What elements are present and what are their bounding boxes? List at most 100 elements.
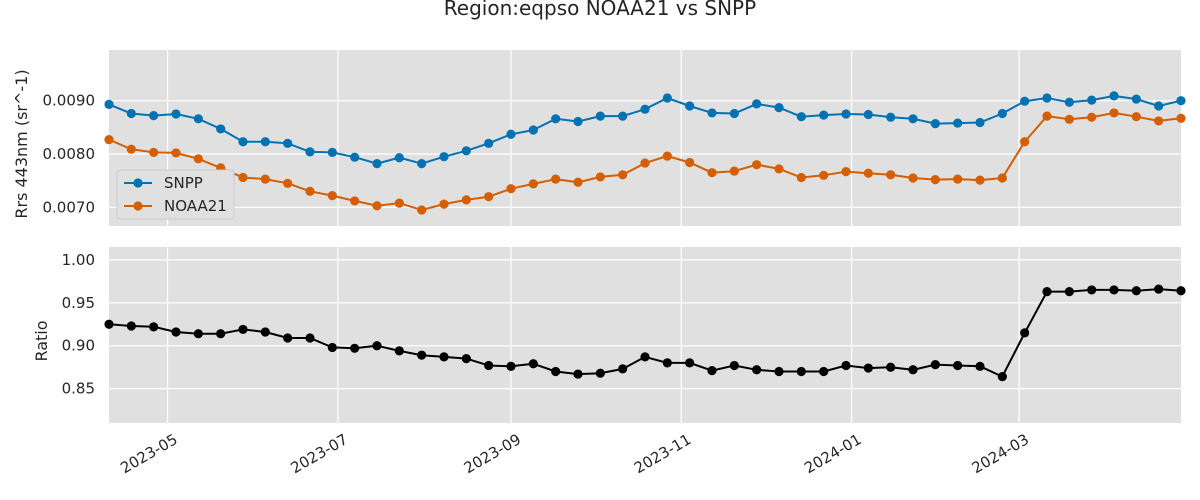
data-point-snpp	[707, 108, 717, 118]
data-point-snpp	[662, 93, 672, 103]
data-point-noaa21	[863, 168, 873, 178]
data-point-noaa21	[640, 158, 650, 168]
data-point-noaa21	[372, 201, 382, 211]
data-point-snpp	[1109, 91, 1119, 101]
data-point-snpp	[193, 114, 203, 124]
data-point-snpp	[1064, 97, 1074, 107]
data-point-ratio	[930, 360, 940, 370]
data-point-ratio	[863, 363, 873, 373]
data-point-snpp	[1042, 93, 1052, 103]
data-point-snpp	[573, 116, 583, 127]
top-y-axis-label: Rrs 443nm (sr^-1)	[12, 69, 31, 218]
data-point-noaa21	[126, 144, 136, 154]
data-point-noaa21	[819, 170, 829, 180]
data-point-snpp	[886, 112, 896, 122]
data-point-ratio	[1042, 287, 1052, 297]
data-point-ratio	[417, 350, 427, 360]
data-point-ratio	[1176, 286, 1186, 296]
data-point-ratio	[193, 329, 203, 339]
x-tick-label: 2023-07	[288, 430, 351, 477]
data-point-ratio	[975, 361, 985, 371]
data-point-noaa21	[930, 175, 940, 185]
data-point-ratio	[618, 364, 628, 374]
data-point-snpp	[283, 138, 293, 148]
data-point-snpp	[238, 137, 248, 147]
data-point-snpp	[461, 146, 471, 156]
data-point-noaa21	[104, 135, 114, 145]
data-point-noaa21	[1109, 108, 1119, 118]
top-y-tick-label: 0.0070	[43, 198, 96, 216]
data-point-noaa21	[528, 179, 538, 189]
data-point-noaa21	[774, 164, 784, 174]
data-point-snpp	[506, 129, 516, 139]
data-point-snpp	[149, 111, 159, 121]
data-point-ratio	[149, 322, 159, 332]
data-point-noaa21	[729, 166, 739, 176]
data-point-noaa21	[618, 170, 628, 180]
data-point-ratio	[595, 368, 605, 378]
legend: SNPP NOAA21	[116, 169, 235, 220]
data-point-snpp	[595, 111, 605, 121]
data-point-noaa21	[1154, 116, 1164, 126]
data-point-ratio	[350, 343, 360, 353]
data-point-ratio	[216, 329, 226, 339]
data-point-ratio	[484, 360, 494, 371]
data-point-ratio	[171, 327, 181, 337]
data-point-ratio	[260, 327, 270, 337]
data-point-ratio	[774, 366, 784, 377]
top-y-tick-label: 0.0080	[43, 145, 96, 163]
data-point-ratio	[551, 366, 561, 377]
data-point-ratio	[283, 333, 293, 343]
data-point-snpp	[752, 99, 762, 109]
data-point-noaa21	[350, 196, 360, 206]
data-point-ratio	[327, 342, 337, 353]
data-point-noaa21	[975, 175, 985, 185]
data-point-snpp	[528, 125, 538, 135]
data-point-noaa21	[1064, 114, 1074, 124]
legend-marker-noaa21	[133, 201, 143, 211]
data-point-ratio	[819, 366, 829, 377]
data-point-ratio	[506, 361, 516, 371]
data-point-ratio	[752, 365, 762, 375]
data-point-ratio	[238, 324, 248, 335]
data-point-snpp	[439, 152, 449, 162]
data-point-ratio	[1020, 328, 1030, 338]
data-point-ratio	[886, 362, 896, 372]
data-point-noaa21	[417, 205, 427, 215]
data-point-ratio	[528, 359, 538, 369]
data-point-snpp	[484, 138, 494, 148]
data-point-ratio	[104, 319, 114, 329]
data-point-snpp	[997, 108, 1007, 119]
data-point-noaa21	[662, 151, 672, 161]
data-point-snpp	[1176, 96, 1186, 106]
data-point-ratio	[640, 352, 650, 362]
data-point-ratio	[662, 358, 672, 368]
data-point-ratio	[126, 321, 136, 331]
data-point-ratio	[908, 365, 918, 375]
top-plot-area	[109, 50, 1181, 226]
data-point-snpp	[953, 118, 963, 128]
legend-label-snpp: SNPP	[164, 174, 203, 192]
data-point-noaa21	[573, 177, 583, 187]
data-point-noaa21	[1176, 113, 1186, 123]
bottom-y-tick-label: 0.95	[62, 294, 95, 312]
data-point-snpp	[908, 114, 918, 124]
data-point-noaa21	[193, 154, 203, 164]
x-tick-label: 2023-11	[631, 430, 694, 477]
bottom-y-tick-label: 1.00	[62, 251, 95, 269]
x-tick-label: 2024-03	[969, 430, 1032, 477]
data-point-snpp	[551, 114, 561, 124]
top-panel: 0.0070 0.0080 0.0090 Rrs 443nm (sr^-1) SNPP N…	[12, 50, 1186, 226]
data-point-noaa21	[305, 186, 315, 196]
data-point-ratio	[1087, 285, 1097, 295]
data-point-ratio	[1131, 286, 1141, 296]
data-point-ratio	[394, 346, 404, 356]
data-point-noaa21	[685, 157, 695, 168]
data-point-snpp	[1020, 96, 1030, 106]
data-point-ratio	[1154, 284, 1164, 294]
data-point-snpp	[796, 112, 806, 122]
data-point-ratio	[1109, 285, 1119, 295]
data-point-snpp	[1087, 95, 1097, 105]
top-y-tick-label: 0.0090	[43, 92, 96, 110]
